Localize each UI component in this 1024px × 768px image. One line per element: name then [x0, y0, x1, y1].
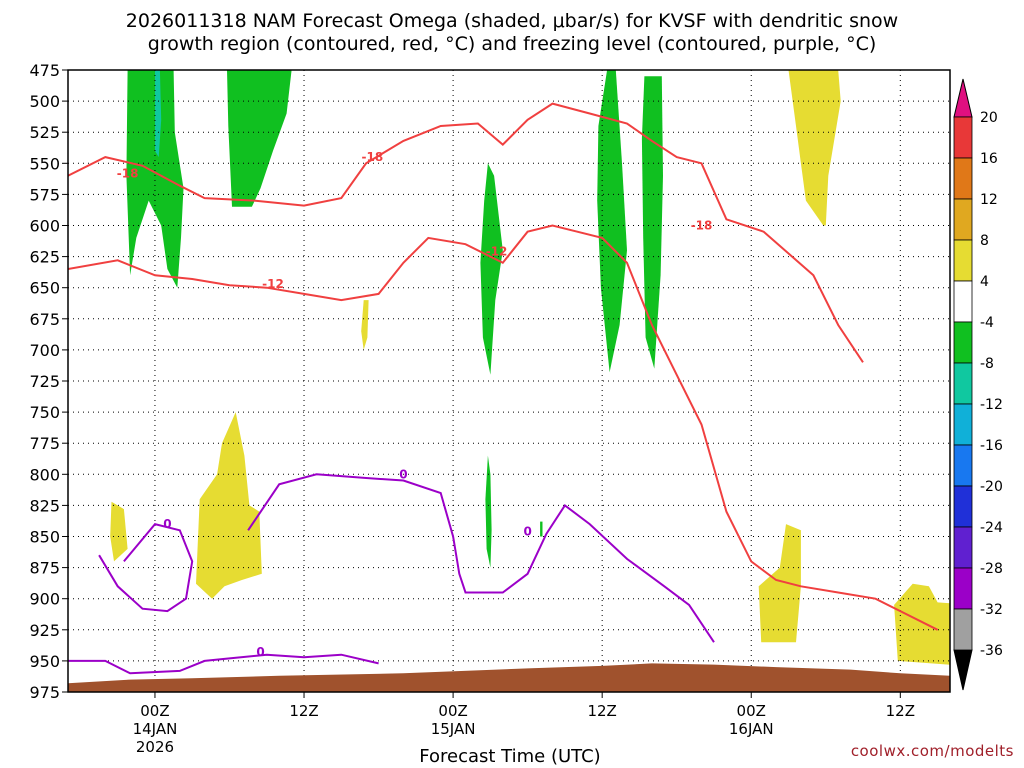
- colorbar-label--28: -28: [980, 561, 1003, 577]
- colorbar-above-arrow: [953, 78, 973, 118]
- chart-title-line-2: growth region (contoured, red, °C) and f…: [147, 33, 877, 55]
- y-tick-label-550: 550: [29, 154, 60, 173]
- y-tick-label-800: 800: [29, 465, 60, 484]
- colorbar-segment-5: [953, 321, 973, 364]
- plot-area: -18 -18 -18 -12 -12 -12 0 0 0 0: [68, 70, 1024, 692]
- dgz-minus18-label-2: -18: [691, 219, 713, 233]
- colorbar-label-20: 20: [980, 110, 998, 126]
- y-tick-label-900: 900: [29, 590, 60, 609]
- y-tick-label-950: 950: [29, 652, 60, 671]
- x-tick-year-0: 2026: [136, 738, 174, 756]
- terrain-surface: [68, 663, 950, 692]
- colorbar-segment-4: [953, 280, 973, 323]
- x-axis-label: Forecast Time (UTC): [419, 746, 601, 767]
- colorbar-label--24: -24: [980, 520, 1003, 536]
- x-tick-label-24: 00Z: [438, 702, 467, 720]
- ascent-band-3: [361, 300, 369, 350]
- y-tick-label-575: 575: [29, 185, 60, 204]
- colorbar-label--12: -12: [980, 397, 1003, 413]
- x-tick-label-60: 12Z: [886, 702, 915, 720]
- colorbar-below-arrow: [953, 649, 973, 691]
- descent-band-5: [641, 76, 663, 369]
- x-tick-label-36: 12Z: [587, 702, 616, 720]
- x-tick-label-48: 00Z: [737, 702, 766, 720]
- colorbar-label-16: 16: [980, 151, 998, 167]
- colorbar-segment-9: [953, 485, 973, 528]
- colorbar-label--20: -20: [980, 479, 1003, 495]
- descent-band-6: [1007, 70, 1024, 282]
- dgz-minus12-label-0: -12: [262, 277, 284, 291]
- y-tick-label-725: 725: [29, 372, 60, 391]
- y-tick-label-525: 525: [29, 123, 60, 142]
- ascent-band-2: [984, 157, 992, 288]
- descent-band-4: [597, 70, 627, 373]
- colorbar-label-12: 12: [980, 192, 998, 208]
- x-tick-label-0: 00Z: [140, 702, 169, 720]
- colorbar-label--8: -8: [980, 356, 994, 372]
- y-tick-label-700: 700: [29, 341, 60, 360]
- freezing-level-0c-label-2: 0: [523, 525, 531, 539]
- y-tick-label-650: 650: [29, 279, 60, 298]
- freezing-level-0c-contour-2: [247, 473, 715, 643]
- colorbar-segment-3: [953, 239, 973, 282]
- x-tick-date-48: 16JAN: [729, 720, 774, 738]
- colorbar-segment-1: [953, 157, 973, 200]
- y-tick-label-600: 600: [29, 217, 60, 236]
- credit-label: coolwx.com/modelts: [850, 742, 1014, 760]
- y-tick-label-875: 875: [29, 559, 60, 578]
- colorbar-label-4: 4: [980, 274, 989, 290]
- descent-band-3: [480, 163, 503, 375]
- dgz-minus12-contour: [68, 224, 939, 631]
- freezing-level-0c-contour: [98, 522, 194, 613]
- chart-title-line-1: 2026011318 NAM Forecast Omega (shaded, μ…: [125, 10, 899, 32]
- colorbar-segment-0: [953, 116, 973, 159]
- dgz-minus18-label-1: -18: [362, 150, 384, 164]
- colorbar-label--4: -4: [980, 315, 994, 331]
- x-tick-date-24: 15JAN: [431, 720, 476, 738]
- colorbar-segment-10: [953, 526, 973, 569]
- dgz-minus18-label-0: -18: [117, 166, 139, 180]
- descent-band-1: [126, 70, 184, 288]
- colorbar-segment-6: [953, 362, 973, 405]
- x-tick-label-12: 12Z: [289, 702, 318, 720]
- y-tick-label-825: 825: [29, 496, 60, 515]
- y-tick-label-775: 775: [29, 434, 60, 453]
- y-tick-label-625: 625: [29, 248, 60, 267]
- y-tick-label-975: 975: [29, 683, 60, 702]
- colorbar-segment-2: [953, 198, 973, 241]
- freezing-level-0c-label-3: 0: [256, 645, 264, 659]
- y-tick-label-675: 675: [29, 310, 60, 329]
- colorbar-segment-12: [953, 608, 973, 651]
- colorbar-label--32: -32: [980, 602, 1003, 618]
- descent-band-1-core: [155, 70, 162, 158]
- y-tick-label-925: 925: [29, 621, 60, 640]
- y-tick-label-750: 750: [29, 403, 60, 422]
- ascent-band-6: [758, 524, 801, 643]
- descent-band-3-dot: [540, 521, 543, 537]
- freezing-level-0c-label-1: 0: [399, 467, 407, 481]
- dgz-minus18-contour: [68, 102, 864, 363]
- descent-band-6-lower: [1000, 294, 1014, 362]
- colorbar-segment-8: [953, 444, 973, 487]
- freezing-level-0c-label-0: 0: [163, 517, 171, 531]
- y-tick-label-475: 475: [29, 61, 60, 80]
- freezing-level-0c-contour-3: [68, 653, 379, 675]
- y-tick-label-850: 850: [29, 528, 60, 547]
- descent-band-2: [227, 70, 292, 207]
- x-tick-date-0: 14JAN: [133, 720, 178, 738]
- descent-band-3-lower: [485, 455, 492, 568]
- ascent-band-5: [110, 501, 128, 562]
- dgz-minus12-label-1: -12: [486, 245, 508, 259]
- colorbar-segment-7: [953, 403, 973, 446]
- ascent-band-7: [894, 583, 950, 665]
- colorbar-label--16: -16: [980, 438, 1003, 454]
- colorbar-label-8: 8: [980, 233, 989, 249]
- y-tick-label-500: 500: [29, 92, 60, 111]
- colorbar-segment-11: [953, 567, 973, 610]
- ascent-band-1: [788, 70, 841, 226]
- colorbar-label--36: -36: [980, 643, 1003, 659]
